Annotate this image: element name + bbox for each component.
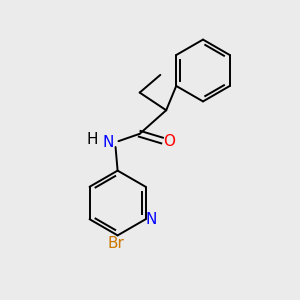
Text: O: O bbox=[163, 134, 175, 149]
Text: N: N bbox=[102, 135, 114, 150]
Text: H: H bbox=[86, 132, 98, 147]
Text: N: N bbox=[146, 212, 157, 227]
Text: Br: Br bbox=[108, 236, 124, 251]
